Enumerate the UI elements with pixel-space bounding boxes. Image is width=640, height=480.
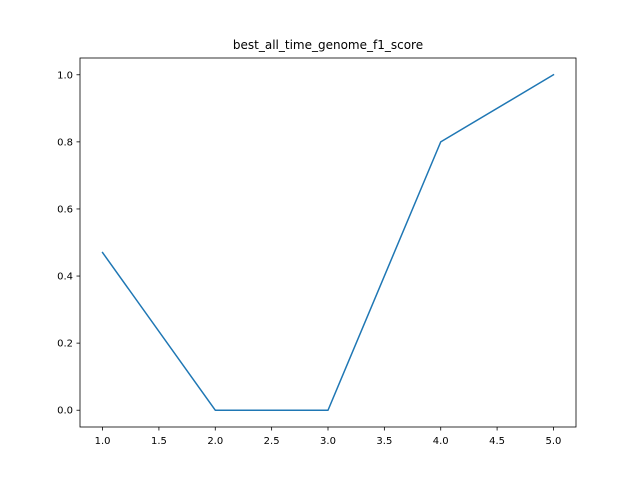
series-line bbox=[101, 73, 555, 411]
x-tick-label: 4.0 bbox=[433, 436, 449, 447]
x-tick-label: 5.0 bbox=[546, 436, 562, 447]
x-tick-label: 3.5 bbox=[376, 436, 392, 447]
x-tick-label: 2.0 bbox=[207, 436, 223, 447]
x-tick-label: 3.0 bbox=[320, 436, 336, 447]
x-tick-label: 4.5 bbox=[489, 436, 505, 447]
x-tick-label: 1.0 bbox=[95, 436, 111, 447]
y-tick-label: 0.6 bbox=[57, 204, 73, 215]
x-tick-label: 1.5 bbox=[151, 436, 167, 447]
chart-title: best_all_time_genome_f1_score bbox=[233, 38, 423, 52]
y-tick-label: 1.0 bbox=[57, 70, 73, 81]
y-tick-label: 0.4 bbox=[57, 272, 73, 283]
plot-area: 1.0 1.5 2.0 2.5 3.0 3.5 4.0 4.5 5.0 0.0 0.2 0.4 0.6 0… bbox=[57, 70, 561, 447]
y-tick-label: 0.2 bbox=[57, 339, 73, 350]
axes-frame bbox=[79, 57, 577, 428]
x-tick-label: 2.5 bbox=[264, 436, 280, 447]
y-tick-label: 0.0 bbox=[57, 406, 73, 417]
y-tick-label: 0.8 bbox=[57, 137, 73, 148]
